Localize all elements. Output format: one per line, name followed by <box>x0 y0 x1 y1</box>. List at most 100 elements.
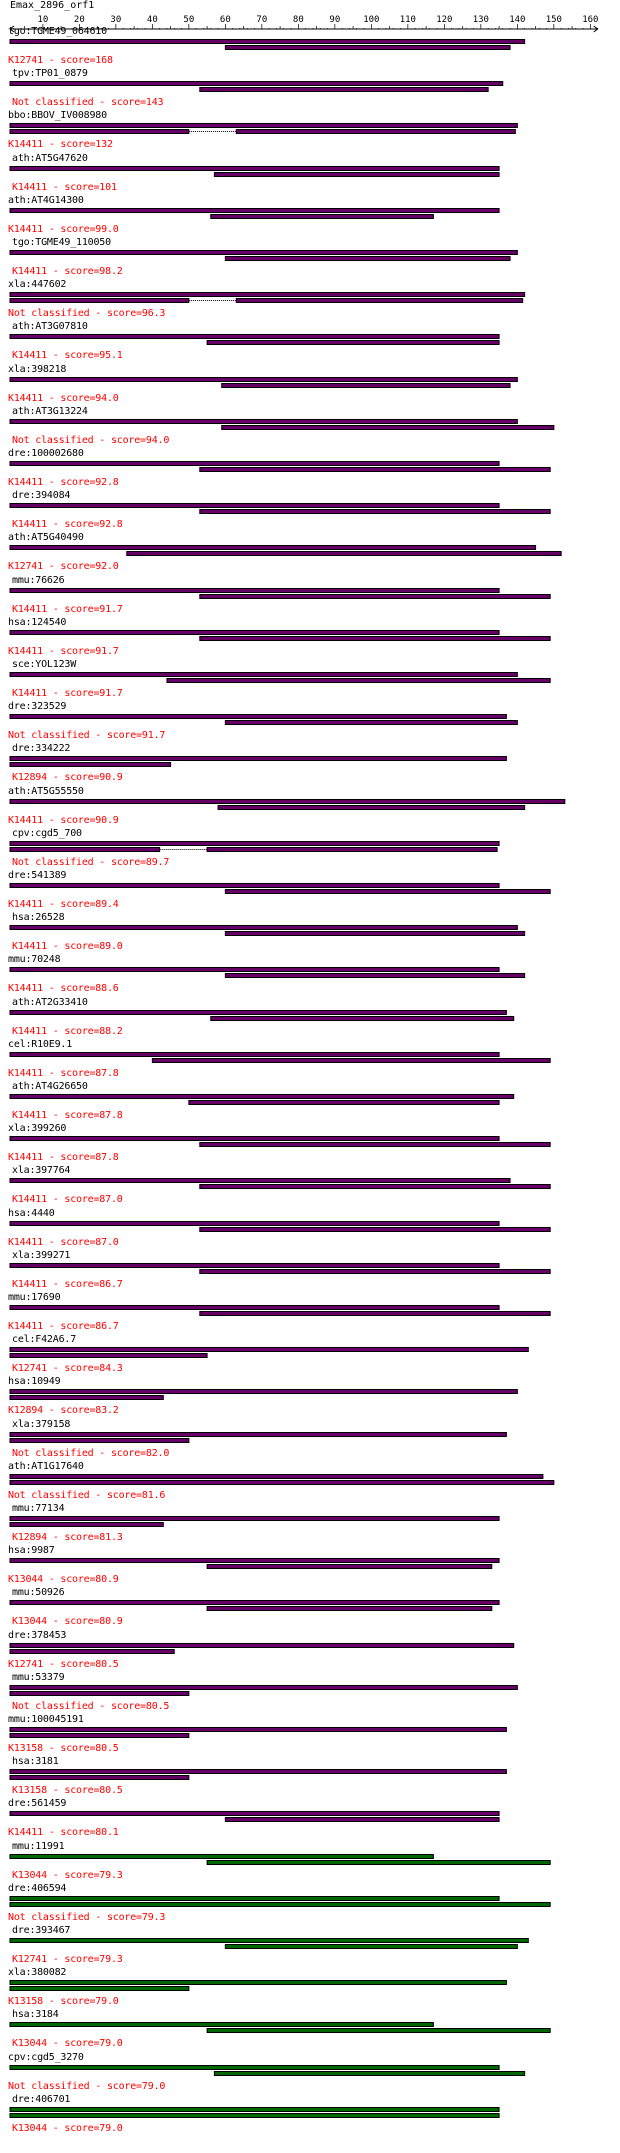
hit-entry[interactable]: hsa:9987 K13044 - score=80.9 <box>0 1545 620 1587</box>
gene-id-link[interactable]: xla:399271 <box>12 1250 71 1261</box>
gene-id-link[interactable]: dre:561459 <box>8 1798 67 1809</box>
gene-id-link[interactable]: mmu:76626 <box>12 575 65 586</box>
gene-id-link[interactable]: mmu:17690 <box>8 1292 61 1303</box>
gene-id-link[interactable]: ath:AT3G07810 <box>12 321 88 332</box>
gene-id-link[interactable]: ath:AT5G40490 <box>8 532 84 543</box>
gene-id-link[interactable]: hsa:4440 <box>8 1208 55 1219</box>
gene-id-link[interactable]: ath:AT5G55550 <box>8 786 84 797</box>
gene-id-link[interactable]: dre:323529 <box>8 701 67 712</box>
hit-entry[interactable]: mmu:70248 K14411 - score=88.6 <box>0 954 620 996</box>
gene-id-link[interactable]: mmu:53379 <box>12 1672 65 1683</box>
gene-id-link[interactable]: xla:399260 <box>8 1123 67 1134</box>
gene-id-link[interactable]: tpv:TP01_0879 <box>12 68 88 79</box>
hit-entry[interactable]: cpv:cgd5_700 Not classified - score=89.7 <box>0 828 620 870</box>
hit-entry[interactable]: xla:447602 Not classified - score=96.3 <box>0 279 620 321</box>
hit-entry[interactable]: mmu:76626 K14411 - score=91.7 <box>0 575 620 617</box>
gene-id-link[interactable]: cpv:cgd5_700 <box>12 828 82 839</box>
gene-id-link[interactable]: bbo:BBOV_IV008980 <box>8 110 107 121</box>
hit-entry[interactable]: hsa:4440 K14411 - score=87.0 <box>0 1208 620 1250</box>
gene-id-link[interactable]: ath:AT2G33410 <box>12 997 88 1008</box>
hit-entry[interactable]: ath:AT3G13224 Not classified - score=94.0 <box>0 406 620 448</box>
hit-entry[interactable]: xla:379158 Not classified - score=82.0 <box>0 1419 620 1461</box>
hit-entry[interactable]: dre:100002680 K14411 - score=92.8 <box>0 448 620 490</box>
gene-id-link[interactable]: cpv:cgd5_3270 <box>8 2052 84 2063</box>
hit-entry[interactable]: dre:561459 K14411 - score=80.1 <box>0 1798 620 1840</box>
gene-id-link[interactable]: ath:AT4G14300 <box>8 195 84 206</box>
gene-id-link[interactable]: hsa:124540 <box>8 617 67 628</box>
hit-entry[interactable]: hsa:124540 K14411 - score=91.7 <box>0 617 620 659</box>
gene-id-link[interactable]: dre:394084 <box>12 490 71 501</box>
gene-id-link[interactable]: mmu:77134 <box>12 1503 65 1514</box>
hit-entry[interactable]: mmu:77134 K12894 - score=81.3 <box>0 1503 620 1545</box>
hit-entry[interactable]: ath:AT5G40490 K12741 - score=92.0 <box>0 532 620 574</box>
hit-entry[interactable]: hsa:3184 K13044 - score=79.0 <box>0 2009 620 2051</box>
gene-id-link[interactable]: sce:YOL123W <box>12 659 77 670</box>
hit-entry[interactable]: ath:AT4G14300 K14411 - score=99.0 <box>0 195 620 237</box>
hit-entry[interactable]: xla:380082 K13158 - score=79.0 <box>0 1967 620 2009</box>
gene-id-link[interactable]: dre:100002680 <box>8 448 84 459</box>
hit-entry[interactable]: mmu:11991 K13044 - score=79.3 <box>0 1841 620 1883</box>
hit-entry[interactable]: sce:YOL123W K14411 - score=91.7 <box>0 659 620 701</box>
hit-entry[interactable]: dre:394084 K14411 - score=92.8 <box>0 490 620 532</box>
hit-entry[interactable]: hsa:3181 K13158 - score=80.5 <box>0 1756 620 1798</box>
hit-entry[interactable]: dre:334222 K12894 - score=90.9 <box>0 743 620 785</box>
gene-id-link[interactable]: cel:R10E9.1 <box>8 1039 73 1050</box>
gene-id-link[interactable]: ath:AT5G47620 <box>12 153 88 164</box>
gene-id-link[interactable]: dre:334222 <box>12 743 71 754</box>
gene-id-link[interactable]: hsa:3184 <box>12 2009 59 2020</box>
gene-id-link[interactable]: ath:AT4G26650 <box>12 1081 88 1092</box>
hit-entry[interactable]: dre:323529 Not classified - score=91.7 <box>0 701 620 743</box>
gene-id-link[interactable]: mmu:11991 <box>12 1841 65 1852</box>
gene-id-link[interactable]: tgo:TGME49_110050 <box>12 237 111 248</box>
hit-entry[interactable]: dre:393467 K12741 - score=79.3 <box>0 1925 620 1967</box>
hit-entry[interactable]: xla:399271 K14411 - score=86.7 <box>0 1250 620 1292</box>
gene-id-link[interactable]: xla:379158 <box>12 1419 71 1430</box>
gene-id-link[interactable]: xla:447602 <box>8 279 67 290</box>
hit-entry[interactable]: xla:398218 K14411 - score=94.0 <box>0 364 620 406</box>
hit-entry[interactable]: ath:AT4G26650 K14411 - score=87.8 <box>0 1081 620 1123</box>
gene-id-link[interactable]: xla:398218 <box>8 364 67 375</box>
gene-id-link[interactable]: dre:393467 <box>12 1925 71 1936</box>
hit-entry[interactable]: bbo:BBOV_IV008980 K14411 - score=132 <box>0 110 620 152</box>
hit-entry[interactable]: ath:AT3G07810 K14411 - score=95.1 <box>0 321 620 363</box>
hit-entry[interactable]: cel:F42A6.7 K12741 - score=84.3 <box>0 1334 620 1376</box>
gene-id-link[interactable]: xla:397764 <box>12 1165 71 1176</box>
hit-entry[interactable]: hsa:26528 K14411 - score=89.0 <box>0 912 620 954</box>
gene-id-link[interactable]: tgo:TGME49_064610 <box>8 26 107 37</box>
hit-entry[interactable]: mmu:17690 K14411 - score=86.7 <box>0 1292 620 1334</box>
hit-entry[interactable]: ath:AT5G47620 K14411 - score=101 <box>0 153 620 195</box>
hit-entry[interactable]: tpv:TP01_0879 Not classified - score=143 <box>0 68 620 110</box>
hit-entry[interactable]: mmu:50926 K13044 - score=80.9 <box>0 1587 620 1629</box>
hit-entry[interactable]: mmu:53379 Not classified - score=80.5 <box>0 1672 620 1714</box>
gene-id-link[interactable]: hsa:10949 <box>8 1376 61 1387</box>
hit-entry[interactable]: ath:AT2G33410 K14411 - score=88.2 <box>0 997 620 1039</box>
hit-entry[interactable]: xla:397764 K14411 - score=87.0 <box>0 1165 620 1207</box>
hit-entry[interactable]: mmu:100045191 K13158 - score=80.5 <box>0 1714 620 1756</box>
gene-id-link[interactable]: dre:541389 <box>8 870 67 881</box>
gene-id-link[interactable]: hsa:9987 <box>8 1545 55 1556</box>
hit-entry[interactable]: tgo:TGME49_110050 K14411 - score=98.2 <box>0 237 620 279</box>
hit-entry[interactable]: dre:541389 K14411 - score=89.4 <box>0 870 620 912</box>
gene-id-link[interactable]: cel:F42A6.7 <box>12 1334 77 1345</box>
hit-entry[interactable]: dre:406594 Not classified - score=79.3 <box>0 1883 620 1925</box>
gene-id-link[interactable]: hsa:26528 <box>12 912 65 923</box>
gene-id-link[interactable]: mmu:50926 <box>12 1587 65 1598</box>
hit-entry[interactable]: ath:AT1G17640 Not classified - score=81.6 <box>0 1461 620 1503</box>
gene-id-link[interactable]: dre:406701 <box>12 2094 71 2105</box>
hit-entry[interactable]: tgo:TGME49_064610 K12741 - score=168 <box>0 26 620 68</box>
gene-id-link[interactable]: hsa:3181 <box>12 1756 59 1767</box>
hit-entry[interactable]: hsa:10949 K12894 - score=83.2 <box>0 1376 620 1418</box>
hit-entry[interactable]: ath:AT5G55550 K14411 - score=90.9 <box>0 786 620 828</box>
hit-entry[interactable]: xla:399260 K14411 - score=87.8 <box>0 1123 620 1165</box>
gene-id-link[interactable]: ath:AT3G13224 <box>12 406 88 417</box>
hit-entry[interactable]: dre:378453 K12741 - score=80.5 <box>0 1630 620 1672</box>
gene-id-link[interactable]: dre:378453 <box>8 1630 67 1641</box>
gene-id-link[interactable]: mmu:100045191 <box>8 1714 84 1725</box>
gene-id-link[interactable]: mmu:70248 <box>8 954 61 965</box>
gene-id-link[interactable]: ath:AT1G17640 <box>8 1461 84 1472</box>
gene-id-link[interactable]: dre:406594 <box>8 1883 67 1894</box>
hit-entry[interactable]: dre:406701 K13044 - score=79.0 <box>0 2094 620 2136</box>
gene-id-link[interactable]: xla:380082 <box>8 1967 67 1978</box>
hit-entry[interactable]: cpv:cgd5_3270 Not classified - score=79.0 <box>0 2052 620 2094</box>
hit-entry[interactable]: cel:R10E9.1 K14411 - score=87.8 <box>0 1039 620 1081</box>
